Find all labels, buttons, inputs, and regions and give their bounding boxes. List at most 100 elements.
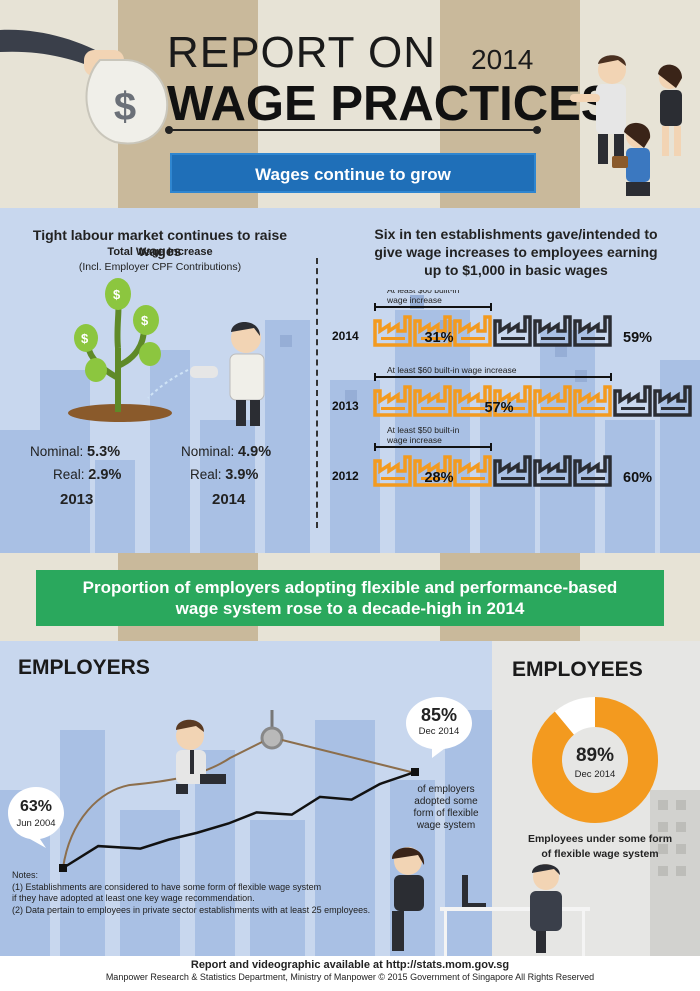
rope-man-illustration (176, 719, 226, 794)
total-value-label: 59% (623, 330, 652, 346)
total-value-label: 60% (623, 470, 652, 486)
caption-line: of employers (417, 784, 475, 795)
real-value-2013: 2.9% (88, 467, 122, 483)
annotation-label: wage increase (386, 295, 442, 305)
end-value: 85% (420, 705, 458, 725)
factory-icon (413, 315, 452, 347)
footer-copyright: Manpower Research & Statistics Departmen… (105, 972, 595, 982)
note-2: (2) Data pertain to employees in private… (12, 904, 371, 915)
real-label: Real: (53, 467, 85, 482)
factory-icon (573, 455, 612, 487)
svg-text:$: $ (113, 287, 121, 302)
factory-icon (573, 315, 612, 347)
footer-link-text: Report and videographic available at htt… (190, 959, 510, 971)
note-1-cont: if they have adopted at least one key wa… (12, 893, 255, 903)
wage-2014-real: Real: 3.9% (190, 467, 258, 483)
donut-slice-other (554, 697, 596, 736)
caption-line: wage system (416, 820, 476, 831)
notes: Notes: (1) Establishments are considered… (12, 870, 392, 916)
factory-icon (413, 385, 452, 417)
factory-icon (493, 315, 532, 347)
employees-heading: EMPLOYEES (512, 658, 643, 681)
real-label: Real: (190, 467, 222, 482)
share-value-label: 57% (484, 400, 513, 416)
factory-icon (453, 455, 492, 487)
caption-line: adopted some (414, 796, 478, 807)
heading-line: up to $1,000 in basic wages (424, 262, 608, 278)
svg-text:$: $ (81, 331, 89, 346)
business-people-illustration (570, 55, 682, 196)
banner-wages-grow: Wages continue to grow (170, 153, 536, 193)
wage-subheading: Total Wage Increase (107, 246, 213, 258)
share-value-label: 28% (424, 470, 453, 486)
heading-line: give wage increases to employees earning (374, 244, 658, 260)
employers-caption: of employers adopted some form of flexib… (408, 784, 484, 832)
factory-icon (453, 385, 492, 417)
title-line1: REPORT ON (167, 28, 436, 77)
office-desk-illustration (392, 847, 590, 956)
section-divider (316, 258, 318, 528)
annotation-label: At least $50 built-in (387, 425, 460, 435)
banner-flexible-wage: Proportion of employers adopting flexibl… (36, 570, 664, 626)
caption-line: Employees under some form (527, 833, 673, 845)
title-line2: WAGE PRACTICES (167, 77, 614, 131)
title-rule (165, 126, 541, 134)
factory-icon (533, 385, 572, 417)
factory-icon (413, 455, 452, 487)
note-1: (1) Establishments are considered to hav… (12, 881, 322, 892)
employees-donut-chart (532, 697, 658, 823)
annotation-label: At least $60 built-in (387, 290, 460, 295)
svg-text:$: $ (141, 313, 149, 328)
real-value-2014: 3.9% (225, 467, 259, 483)
factory-icon (613, 385, 652, 417)
banner-line: Proportion of employers adopting flexibl… (82, 578, 618, 597)
caption-line: of flexible wage system (541, 848, 659, 860)
wage-subnote: (Incl. Employer CPF Contributions) (78, 261, 242, 273)
end-date: Dec 2014 (418, 726, 460, 737)
factory-icon (533, 315, 572, 347)
share-value-label: 31% (424, 330, 453, 346)
factory-icon (573, 385, 612, 417)
factory-icon (373, 315, 412, 347)
start-date: Jun 2004 (16, 818, 56, 829)
money-tree-illustration: $ $ $ (68, 278, 265, 426)
nominal-value-2014: 4.9% (238, 444, 272, 460)
employers-heading: EMPLOYERS (18, 656, 150, 679)
start-bubble (8, 787, 64, 848)
annotation-label: At least $60 built-in wage increase (387, 365, 517, 375)
year-label: 2012 (332, 469, 359, 483)
factory-icon (493, 385, 532, 417)
wage-year-2013: 2013 (60, 491, 94, 508)
establishments-heading: Six in ten establishments gave/intended … (336, 225, 696, 279)
notes-title: Notes: (12, 870, 39, 880)
donut-slice-flexible (532, 697, 658, 823)
banner-line: wage system rose to a decade-high in 201… (175, 599, 525, 618)
city-skyline (0, 295, 700, 553)
svg-text:$: $ (114, 85, 136, 129)
employees-caption: Employees under some form of flexible wa… (500, 832, 700, 862)
wage-heading: Tight labour market continues to raise w… (32, 227, 288, 259)
wage-2013-real: Real: 2.9% (53, 467, 121, 483)
title-year: 2014 (471, 44, 534, 75)
building-right (650, 790, 700, 956)
nominal-value-2013: 5.3% (87, 444, 121, 460)
factory-icon (453, 315, 492, 347)
heading-line: Six in ten establishments gave/intended … (374, 226, 658, 242)
nominal-label: Nominal: (181, 444, 235, 459)
wage-2014-nominal: Nominal: 4.9% (181, 444, 271, 460)
factory-icon (373, 455, 412, 487)
start-value: 63% (19, 798, 53, 815)
wage-2013-nominal: Nominal: 5.3% (30, 444, 120, 460)
year-label: 2014 (332, 329, 359, 343)
end-bubble (406, 697, 472, 758)
wage-year-2014: 2014 (212, 491, 246, 508)
annotation-label: wage increase (386, 435, 442, 445)
factory-icon (653, 385, 692, 417)
year-label: 2013 (332, 399, 359, 413)
money-bag-icon: $ (0, 29, 169, 145)
factory-icon (493, 455, 532, 487)
donut-date: Dec 2014 (574, 769, 616, 780)
employers-line-chart (59, 710, 419, 872)
nominal-label: Nominal: (30, 444, 84, 459)
